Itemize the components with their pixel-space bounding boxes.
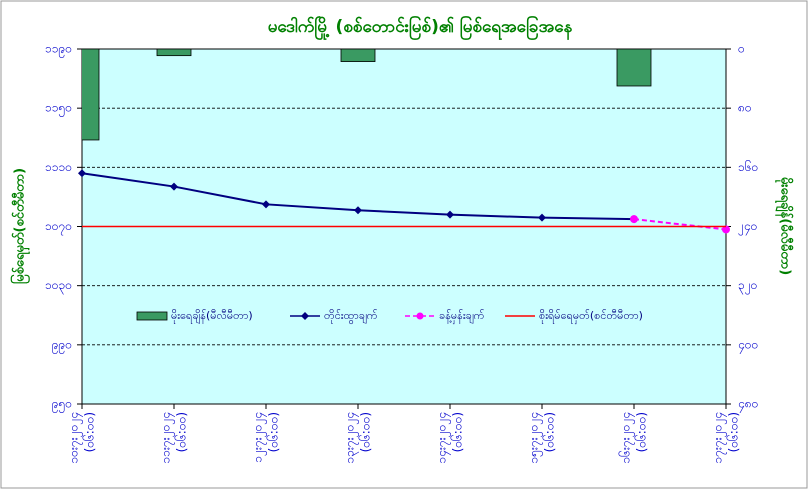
x-tick-label: (၀၆:၀၀) — [358, 412, 373, 452]
x-tick-label: (၀၆:၀၀) — [82, 412, 97, 452]
point — [78, 169, 86, 178]
legend-label: ခန့်မှန်းချက် — [439, 309, 485, 324]
y-tick-label: ၁၁၅၀ — [45, 101, 72, 118]
y-tick-label: ၉၅၀ — [52, 397, 72, 414]
y-tick-label: ၉၉၀ — [52, 337, 72, 354]
x-tick-label: (၀၆:၀၀) — [726, 412, 741, 452]
x-tick-label: (၀၆:၀၀) — [266, 412, 281, 452]
y-tick-label: ၁၀၇၀ — [45, 219, 72, 236]
point — [722, 225, 730, 234]
y2-tick-label: ၈၀ — [738, 101, 752, 115]
x-tick-label: ၁၄း၇း၂၀၂၄ — [435, 412, 452, 464]
x-tick-label: ၁၅း၇း၂၀၂၄ — [527, 412, 544, 464]
x-tick-label: (၀၆:၀၀) — [542, 412, 557, 452]
y2-tick-label: ၀ — [738, 42, 745, 56]
plot-clip — [82, 49, 652, 141]
y-tick-label: ၁၁၉၀ — [45, 42, 72, 59]
point — [170, 182, 178, 191]
point — [262, 200, 270, 209]
legend-marker — [301, 312, 309, 320]
x-tick-label: (၀၆:၀၀) — [634, 412, 649, 452]
y2-tick-label: ၄၀၀ — [738, 337, 758, 354]
x-tick-label: (၀၆:၀၀) — [174, 412, 189, 452]
legend-label: မိုးရေချိန်(မီလီမီတာ) — [171, 309, 253, 324]
x-tick-label: ၁၂း၇း၂၀၂၄ — [251, 412, 268, 463]
point — [538, 213, 546, 222]
bar — [156, 49, 192, 57]
x-tick-label: (၀၆:၀၀) — [450, 412, 465, 452]
x-tick-label: ၁၇း၇း၂၀၂၄ — [711, 412, 728, 464]
bar — [616, 49, 652, 87]
y2-tick-label: ၄၈၀ — [738, 397, 758, 414]
y-tick-label: ၁၁၁၀ — [45, 160, 72, 174]
x-tick-label: ၁၀း၇း၂၀၂၄ — [67, 412, 84, 464]
legend-swatch — [136, 311, 168, 321]
point — [630, 215, 638, 224]
bar — [82, 49, 100, 141]
x-tick-label: ၁၆း၇း၂၀၂၄ — [618, 412, 636, 464]
chart-title: မဒေါက်မြို့ (စစ်တောင်းမြစ်)၏ မြစ်ရေအခြေအ… — [268, 14, 573, 41]
y2-tick-label: ၂၄၀ — [738, 219, 757, 236]
x-tick-label: ၁၃း၇း၂၀၂၄ — [343, 412, 360, 464]
point — [446, 210, 454, 219]
x-tick-label: ၁၁း၇း၂၀၂၄ — [159, 412, 176, 464]
y-axis-title: မြစ်ရေမှတ်(စင်တီမီတာ) — [10, 168, 31, 284]
y-tick-label: ၁၀၃၀ — [45, 278, 72, 295]
y2-tick-label: ၃၂၀ — [738, 278, 757, 295]
legend-marker — [416, 312, 424, 320]
legend-label: စိုးရိမ်ရေမှတ်(စင်တီမီတာ) — [539, 309, 643, 324]
y2-axis-title: မိုးရေချိန်(မီလီမီတာ) — [775, 177, 795, 275]
legend-label: တိုင်းထွာချက် — [324, 309, 378, 324]
y2-tick-label: ၁၆၀ — [738, 159, 758, 174]
point — [354, 206, 362, 215]
bar — [340, 49, 376, 62]
